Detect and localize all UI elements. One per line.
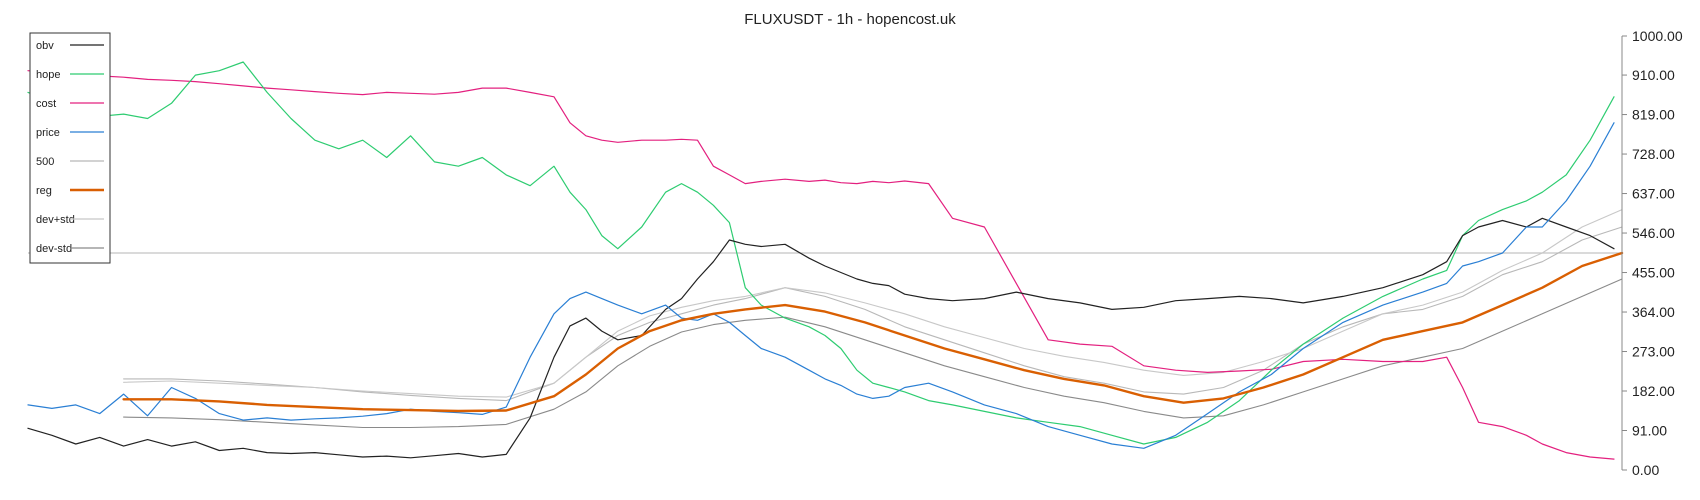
y-axis: 0.00 91.00 182.00 273.00 364.00 455.00 546.00 6… bbox=[1621, 28, 1683, 478]
series-line-500 bbox=[123, 226, 1623, 402]
legend-label: obv bbox=[36, 40, 54, 52]
legend-label: hope bbox=[36, 69, 60, 81]
series-line-cost bbox=[27, 70, 1615, 460]
y-tick-label: 455.00 bbox=[1632, 265, 1675, 281]
series-line-hope bbox=[27, 61, 1615, 445]
legend-label: cost bbox=[36, 98, 56, 110]
y-tick-label: 728.00 bbox=[1632, 146, 1675, 162]
y-tick-label: 182.00 bbox=[1632, 383, 1675, 399]
legend-label: dev-std bbox=[36, 243, 72, 255]
series-line-price bbox=[27, 122, 1615, 449]
series-line-dev-std bbox=[123, 278, 1623, 429]
legend-label: 500 bbox=[36, 156, 54, 168]
y-tick-label: 819.00 bbox=[1632, 107, 1675, 123]
y-tick-label: 91.00 bbox=[1632, 423, 1667, 439]
y-tick-label: 364.00 bbox=[1632, 304, 1675, 320]
legend-label: reg bbox=[36, 185, 52, 197]
series-line-dev-std bbox=[123, 209, 1623, 398]
series-line-obv bbox=[27, 217, 1615, 459]
legend-label: dev+std bbox=[36, 214, 75, 226]
legend: obv hope cost price 500 reg dev+std dev-std bbox=[29, 32, 111, 264]
y-tick-label: 546.00 bbox=[1632, 225, 1675, 241]
series-line-reg bbox=[122, 251, 1624, 413]
legend-label: price bbox=[36, 127, 60, 139]
legend-box bbox=[29, 32, 111, 264]
chart-title: FLUXUSDT - 1h - hopencost.uk bbox=[744, 11, 956, 28]
y-tick-label: 1000.00 bbox=[1632, 28, 1683, 44]
y-tick-label: 910.00 bbox=[1632, 67, 1675, 83]
y-tick-label: 637.00 bbox=[1632, 186, 1675, 202]
y-tick-label: 273.00 bbox=[1632, 344, 1675, 360]
series-layer bbox=[27, 61, 1624, 460]
y-tick-label: 0.00 bbox=[1632, 462, 1659, 478]
